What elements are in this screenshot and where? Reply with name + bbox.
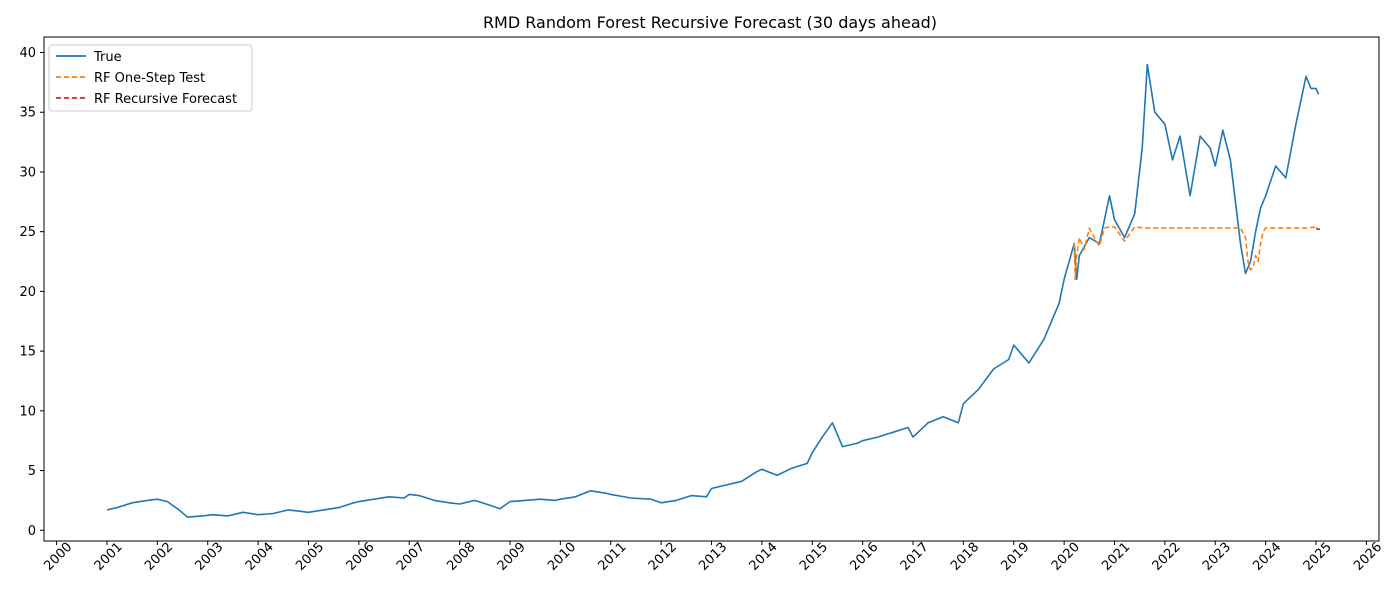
legend-label-recursive: RF Recursive Forecast xyxy=(94,92,237,107)
y-tick-label: 35 xyxy=(19,106,36,121)
series-true-line xyxy=(106,63,1320,518)
axes-frame xyxy=(43,36,1380,542)
legend-label-one-step: RF One-Step Test xyxy=(94,71,205,86)
legend-box xyxy=(48,44,253,112)
series-layer xyxy=(106,63,1321,518)
legend-label-true: True xyxy=(93,50,122,65)
series-rf-recursive-line xyxy=(1315,227,1321,231)
y-axis: 0 5 10 15 20 25 30 35 40 xyxy=(19,46,44,539)
chart-title: RMD Random Forest Recursive Forecast (30… xyxy=(483,13,937,32)
series-rf-one-step-line xyxy=(1073,226,1317,281)
legend: True RF One-Step Test RF Recursive Forec… xyxy=(48,44,253,112)
y-tick-label: 25 xyxy=(19,225,36,240)
y-tick-label: 30 xyxy=(19,165,36,180)
y-tick-label: 5 xyxy=(28,464,36,479)
y-tick-label: 40 xyxy=(19,46,36,61)
y-tick-label: 0 xyxy=(28,524,36,539)
y-tick-label: 10 xyxy=(19,404,36,419)
y-tick-label: 15 xyxy=(19,345,36,360)
y-tick-label: 20 xyxy=(19,285,36,300)
